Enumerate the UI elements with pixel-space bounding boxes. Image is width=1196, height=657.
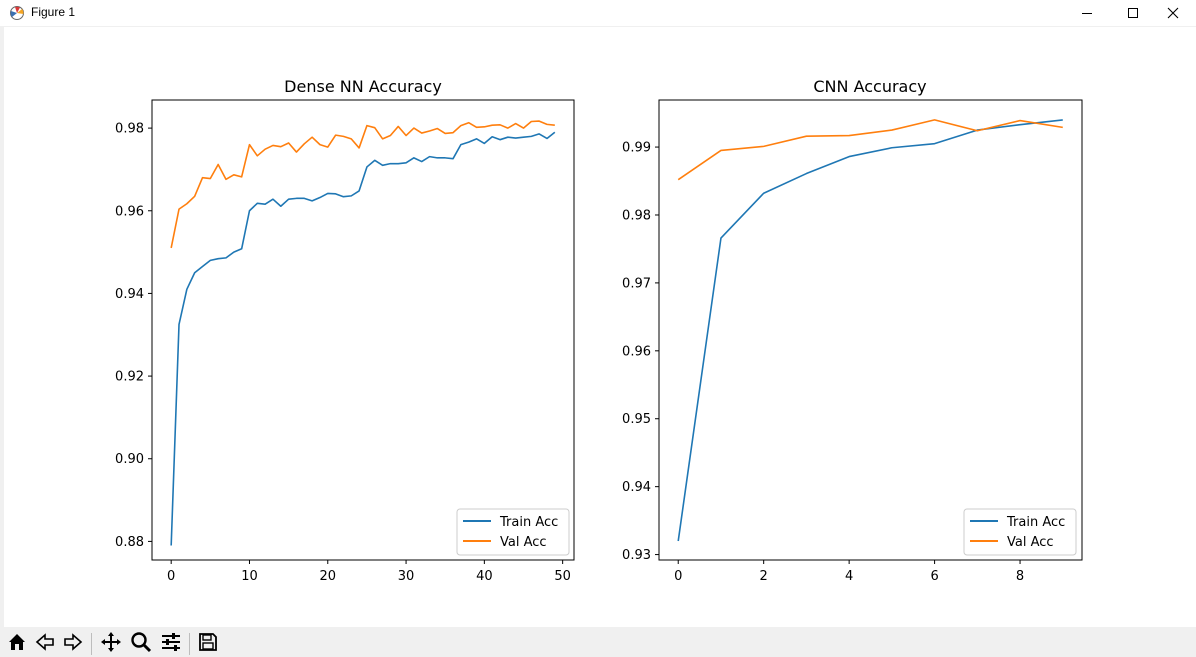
pan-icon xyxy=(100,631,122,657)
x-tick-label: 8 xyxy=(1016,569,1024,584)
y-tick-label: 0.95 xyxy=(622,412,651,427)
series-lines xyxy=(677,119,1063,542)
home-icon xyxy=(7,632,27,656)
minimize-icon xyxy=(1081,4,1093,23)
maximize-button[interactable] xyxy=(1110,0,1156,26)
zoom-button[interactable] xyxy=(128,632,154,656)
y-tick-label: 0.92 xyxy=(115,370,144,385)
figure-svg: Dense NN Accuracy 0.880.900.920.940.960.… xyxy=(115,77,1083,584)
chart-title: Dense NN Accuracy xyxy=(284,77,442,96)
matplotlib-icon xyxy=(9,5,25,21)
axes-frame xyxy=(658,99,1083,561)
x-tick-label: 30 xyxy=(398,569,415,584)
y-tick-label: 0.90 xyxy=(115,452,144,467)
axes-frame xyxy=(151,99,575,561)
home-button[interactable] xyxy=(4,632,30,656)
legend: Train Acc Val Acc xyxy=(963,508,1077,556)
x-tick-label: 50 xyxy=(554,569,571,584)
toolbar-separator xyxy=(189,633,190,655)
train-acc-line xyxy=(677,119,1063,542)
y-tick-label: 0.94 xyxy=(622,480,651,495)
x-tick-label: 6 xyxy=(930,569,938,584)
x-ticks: 0 10 20 30 40 50 xyxy=(167,560,571,584)
close-icon xyxy=(1167,4,1179,23)
x-tick-label: 40 xyxy=(476,569,493,584)
y-tick-label: 0.99 xyxy=(622,141,651,156)
window-titlebar: Figure 1 xyxy=(0,0,1196,26)
legend-val-label: Val Acc xyxy=(1007,535,1054,550)
forward-button[interactable] xyxy=(60,632,86,656)
window-title: Figure 1 xyxy=(31,5,76,19)
y-ticks: 0.88 0.90 0.92 0.94 0.96 0.98 xyxy=(115,122,152,550)
legend: Train Acc Val Acc xyxy=(456,508,570,556)
train-acc-line xyxy=(170,131,556,546)
figure-canvas: Dense NN Accuracy 0.88 0.90 0.92 0.94 0.96 0.… xyxy=(4,27,1196,627)
forward-icon xyxy=(63,632,83,656)
subplot-cnn: CNN Accuracy 0.930.940.950.960.970.980.9… xyxy=(622,77,1083,584)
back-icon xyxy=(35,632,55,656)
y-tick-label: 0.98 xyxy=(115,122,144,137)
minimize-button[interactable] xyxy=(1064,0,1110,26)
x-tick-label: 20 xyxy=(319,569,336,584)
x-tick-label: 10 xyxy=(241,569,258,584)
x-tick-label: 2 xyxy=(760,569,768,584)
val-acc-line xyxy=(677,119,1063,181)
pan-button[interactable] xyxy=(98,632,124,656)
configure-subplots-icon xyxy=(160,631,182,657)
close-button[interactable] xyxy=(1150,0,1196,26)
val-acc-line xyxy=(170,120,555,249)
legend-val-label: Val Acc xyxy=(500,535,547,550)
navigation-toolbar xyxy=(0,628,1196,657)
y-tick-label: 0.94 xyxy=(115,287,144,302)
y-tick-label: 0.98 xyxy=(622,208,651,223)
y-tick-label: 0.88 xyxy=(115,535,144,550)
save-button[interactable] xyxy=(195,632,221,656)
y-tick-label: 0.97 xyxy=(622,276,651,291)
series-lines xyxy=(170,120,556,546)
back-button[interactable] xyxy=(32,632,58,656)
subplot-dense-nn: Dense NN Accuracy 0.880.900.920.940.960.… xyxy=(115,77,575,584)
zoom-icon xyxy=(130,631,152,657)
y-tick-label: 0.93 xyxy=(622,548,651,563)
maximize-icon xyxy=(1127,4,1139,23)
legend-train-label: Train Acc xyxy=(499,515,558,530)
y-tick-label: 0.96 xyxy=(115,204,144,219)
toolbar-separator xyxy=(91,633,92,655)
x-tick-label: 0 xyxy=(167,569,175,584)
configure-subplots-button[interactable] xyxy=(158,632,184,656)
x-tick-label: 0 xyxy=(674,569,682,584)
x-ticks: 0 2 4 6 8 xyxy=(674,560,1024,584)
y-tick-label: 0.96 xyxy=(622,344,651,359)
legend-train-label: Train Acc xyxy=(1006,515,1065,530)
save-icon xyxy=(198,632,218,656)
y-ticks: 0.93 0.94 0.95 0.96 0.97 0.98 0.99 xyxy=(622,141,659,563)
chart-title: CNN Accuracy xyxy=(813,77,926,96)
x-tick-label: 4 xyxy=(845,569,853,584)
